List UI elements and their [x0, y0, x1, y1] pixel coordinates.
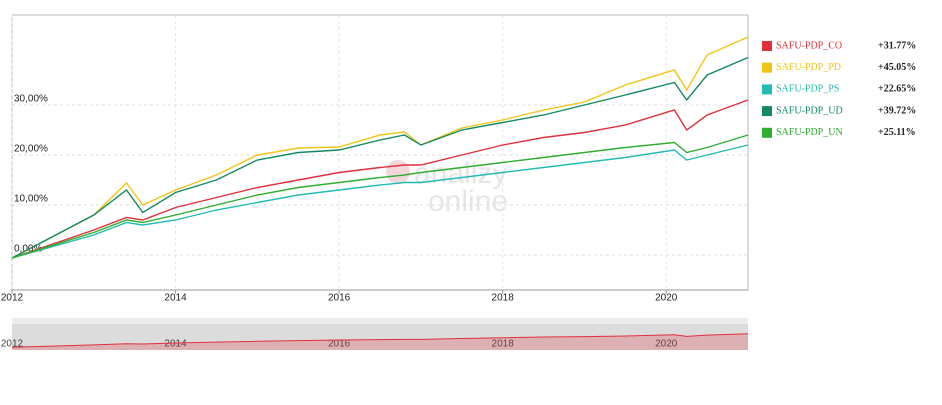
legend-swatch: [762, 106, 772, 117]
legend-value: +45.05%: [878, 62, 916, 73]
x-tick-label: 2016: [328, 293, 351, 304]
series-line: [11, 144, 749, 259]
navigator-label: 2020: [655, 339, 678, 350]
x-tick-label: 2014: [164, 293, 187, 304]
legend-value: +31.77%: [878, 40, 916, 51]
navigator-label: 2012: [1, 339, 24, 350]
y-tick-label: 10,00%: [14, 194, 48, 205]
navigator-area: [12, 333, 748, 350]
watermark-text: online: [428, 185, 508, 218]
plot-frame: [11, 14, 749, 291]
series-line: [11, 99, 749, 259]
legend-swatch: [762, 41, 772, 51]
navigator-label: 2016: [328, 339, 351, 350]
navigator-top: [12, 318, 748, 324]
navigator-label: 2018: [492, 339, 515, 350]
series-line: [11, 36, 749, 259]
y-tick-label: 30,00%: [14, 94, 48, 105]
x-tick-label: 2020: [655, 293, 678, 304]
series-line: [11, 56, 749, 259]
legend: SAFU-PDP_CO +31.77% SAFU-PDP_PD +45.05% SAFU…: [762, 40, 916, 138]
legend-label[interactable]: SAFU-PDP_UN: [776, 127, 843, 138]
legend-value: +39.72%: [878, 105, 916, 116]
watermark-logo: [386, 160, 410, 184]
y-tick-label: 20,00%: [14, 144, 48, 155]
legend-swatch: [762, 127, 772, 138]
legend-label[interactable]: SAFU-PDP_CO: [776, 40, 842, 51]
x-tick-label: 2018: [492, 293, 515, 304]
x-tick-label: 2012: [1, 293, 24, 304]
legend-value: +22.65%: [878, 84, 916, 95]
series-line: [11, 134, 749, 259]
legend-swatch: [762, 62, 772, 73]
navigator-line: [11, 333, 749, 348]
legend-label[interactable]: SAFU-PDP_UD: [776, 105, 843, 116]
navigator-label: 2014: [164, 339, 187, 350]
legend-value: +25.11%: [878, 127, 916, 138]
legend-label[interactable]: SAFU-PDP_PS: [776, 84, 839, 95]
legend-label[interactable]: SAFU-PDP_PD: [776, 62, 841, 73]
legend-swatch: [762, 84, 772, 95]
